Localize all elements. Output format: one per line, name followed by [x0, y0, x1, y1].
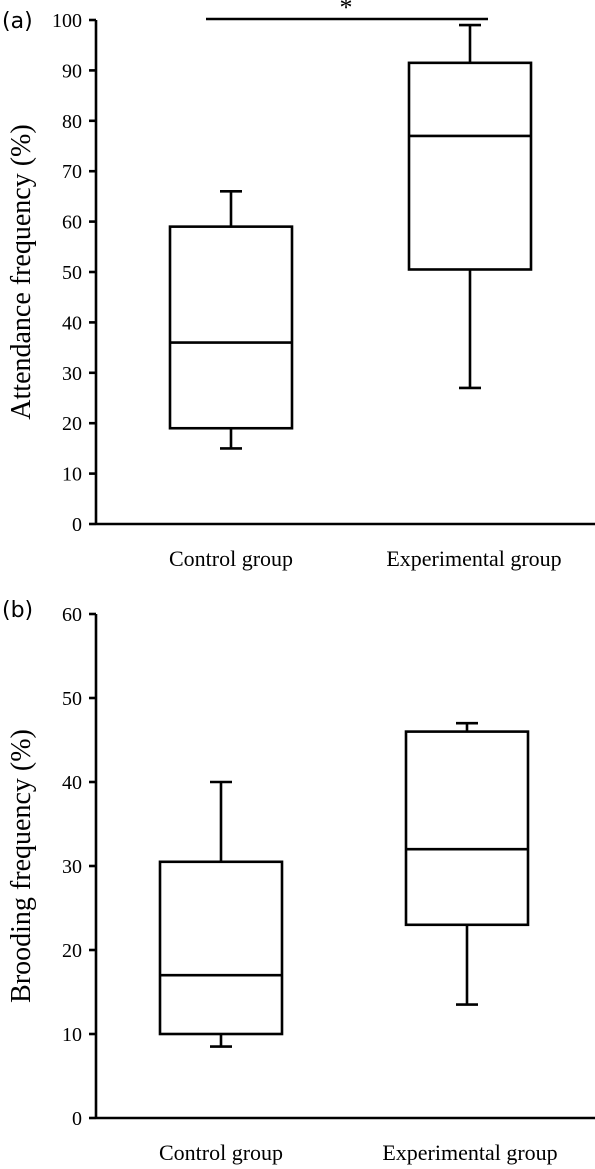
- panel-b-label: (b): [2, 598, 33, 623]
- panel-a-y-tick-label: 90: [62, 60, 82, 82]
- panel-a-significance-marker: *: [340, 0, 353, 22]
- panel-b-y-tick-label: 30: [62, 856, 82, 878]
- panel-b-x-category-label: Experimental group: [382, 1140, 557, 1165]
- panel-a-box-experimental: [407, 23, 533, 390]
- panel-b-y-tick-label: 20: [62, 940, 82, 962]
- panel-a-y-tick-label: 0: [72, 514, 82, 536]
- panel-a: (a) Attendance frequency (%) Control gro…: [2, 0, 595, 571]
- panel-a-y-tick-label: 10: [62, 464, 82, 486]
- panel-b-y-tick-label: 10: [62, 1024, 82, 1046]
- panel-b-y-tick-label: 0: [72, 1108, 82, 1130]
- panel-a-x-category-label: Control group: [169, 546, 293, 571]
- panel-a-box-control-iqr-box: [168, 225, 294, 430]
- panel-b-x-category-label: Control group: [159, 1140, 283, 1165]
- panel-a-y-tick-label: 70: [62, 161, 82, 183]
- panel-b-y-axis-title: Brooding frequency (%): [6, 729, 37, 1003]
- panel-a-x-category-label: Experimental group: [386, 546, 561, 571]
- panel-a-y-tick-label: 20: [62, 413, 82, 435]
- panel-a-box-experimental-iqr-box: [407, 61, 533, 271]
- panel-b-box-control-iqr-box: [158, 860, 284, 1036]
- panel-b: (b) Brooding frequency (%) Control group…: [2, 598, 595, 1165]
- panel-b-y-tick-label: 50: [62, 688, 82, 710]
- panel-b-box-experimental-iqr-box: [404, 730, 530, 927]
- panel-a-y-tick-label: 100: [52, 10, 82, 32]
- panel-a-y-tick-label: 30: [62, 363, 82, 385]
- panel-b-box-control: [158, 780, 284, 1048]
- panel-b-y-tick-label: 40: [62, 772, 82, 794]
- panel-a-box-control: [168, 190, 294, 450]
- panel-a-y-tick-label: 50: [62, 262, 82, 284]
- panel-a-label: (a): [2, 9, 33, 34]
- panel-a-y-tick-label: 40: [62, 312, 82, 334]
- panel-b-box-experimental: [404, 721, 530, 1006]
- panel-a-y-tick-label: 60: [62, 212, 82, 234]
- panel-a-y-axis-title: Attendance frequency (%): [6, 124, 37, 419]
- panel-b-y-tick-label: 60: [62, 604, 82, 626]
- panel-a-y-tick-label: 80: [62, 111, 82, 133]
